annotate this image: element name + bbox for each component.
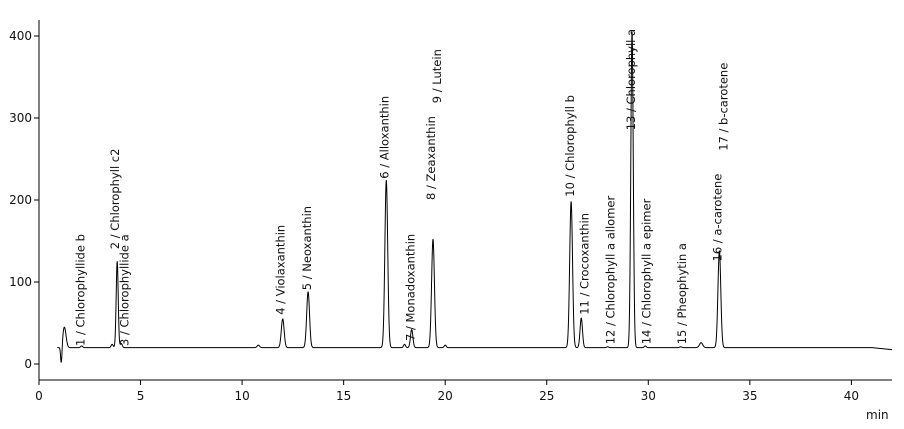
peak-label-4: 4 / Violaxanthin	[274, 225, 288, 315]
x-tick-label: 0	[35, 389, 43, 403]
x-tick-label: 10	[234, 389, 249, 403]
y-tick-label: 100	[9, 275, 32, 289]
chromatogram-trace	[56, 31, 893, 363]
peak-label-12: 12 / Chlorophyll a allomer	[604, 196, 618, 345]
x-ticks: 0 5 10 15 20 25 30 35 40	[35, 380, 859, 403]
peak-label-2: 2 / Chlorophyll c2	[108, 149, 122, 250]
peak-label-15: 15 / Pheophytin a	[675, 243, 689, 344]
x-tick-label: 20	[438, 389, 453, 403]
x-tick-label: 40	[844, 389, 859, 403]
y-tick-label: 200	[9, 193, 32, 207]
x-tick-label: 35	[742, 389, 757, 403]
x-tick-label: 15	[336, 389, 351, 403]
peak-label-14: 14 / Chlorophyll a epimer	[639, 198, 653, 344]
y-tick-label: 300	[9, 111, 32, 125]
peak-label-8: 8 / Zeaxanthin	[424, 116, 438, 200]
x-tick-label: 30	[641, 389, 656, 403]
peak-label-5: 5 / Neoxanthin	[300, 206, 314, 290]
peak-label-3: 3 / Chlorophyllide a	[117, 234, 131, 346]
x-tick-label: 25	[539, 389, 554, 403]
peak-label-17: 17 / b-carotene	[716, 63, 730, 151]
peak-label-9: 9 / Lutein	[430, 49, 444, 103]
peak-label-13: 13 / Chlorophyll a	[624, 29, 638, 130]
y-ticks: 0 100 200 300 400	[9, 29, 39, 371]
peak-label-1: 1 / Chlorophyllide b	[74, 234, 88, 346]
peak-label-11: 11 / Crocoxanthin	[577, 213, 591, 315]
x-axis-label: min	[866, 408, 889, 422]
peak-label-16: 16 / a-carotene	[710, 174, 724, 262]
peak-label-10: 10 / Chlorophyll b	[563, 95, 577, 197]
peak-label-6: 6 / Alloxanthin	[377, 96, 391, 179]
x-tick-label: 5	[137, 389, 145, 403]
y-tick-label: 400	[9, 29, 32, 43]
axes	[38, 20, 892, 381]
y-tick-label: 0	[24, 357, 32, 371]
peak-annotations: 1 / Chlorophyllide b 2 / Chlorophyll c23 …	[74, 29, 731, 346]
peak-label-7: 7 / Monadoxanthin	[404, 234, 418, 341]
